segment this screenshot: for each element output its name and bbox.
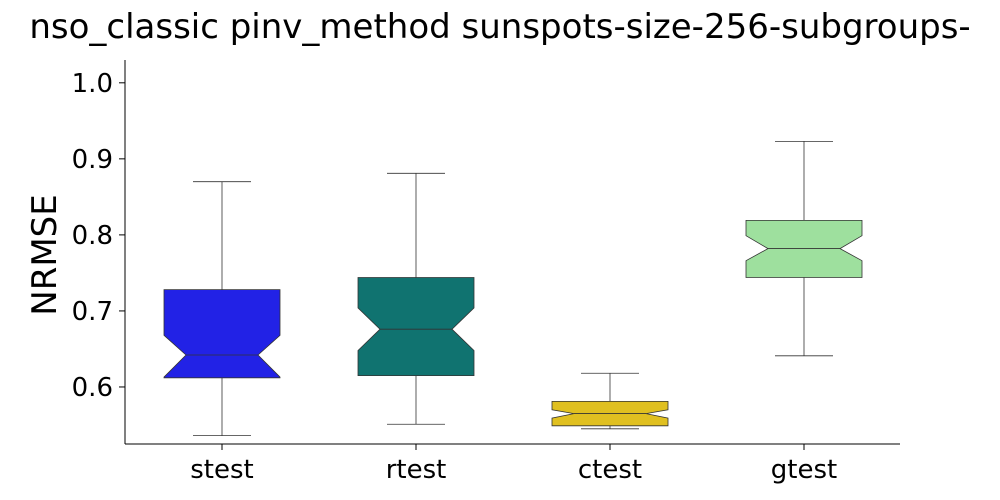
- plot-area: 0.6 0.7 0.8 0.9 1.0 stest rtest ctest gtest: [72, 60, 900, 485]
- y-tick-label: 0.6: [72, 373, 113, 403]
- x-tick-label: ctest: [578, 455, 642, 485]
- y-tick-label: 0.7: [72, 297, 113, 327]
- box-stest: [163, 289, 281, 379]
- y-tick-label: 0.8: [72, 221, 113, 251]
- y-tick-label: 0.9: [72, 145, 113, 175]
- y-tick-label: 1.0: [72, 69, 113, 99]
- box-rtest: [357, 277, 475, 377]
- x-tick-label: gtest: [771, 455, 837, 485]
- y-axis-label: NRMSE: [25, 194, 65, 315]
- x-tick-label: stest: [190, 455, 253, 485]
- x-tick-label: rtest: [386, 455, 447, 485]
- chart-title: nso_classic pinv_method sunspots-size-25…: [29, 7, 970, 47]
